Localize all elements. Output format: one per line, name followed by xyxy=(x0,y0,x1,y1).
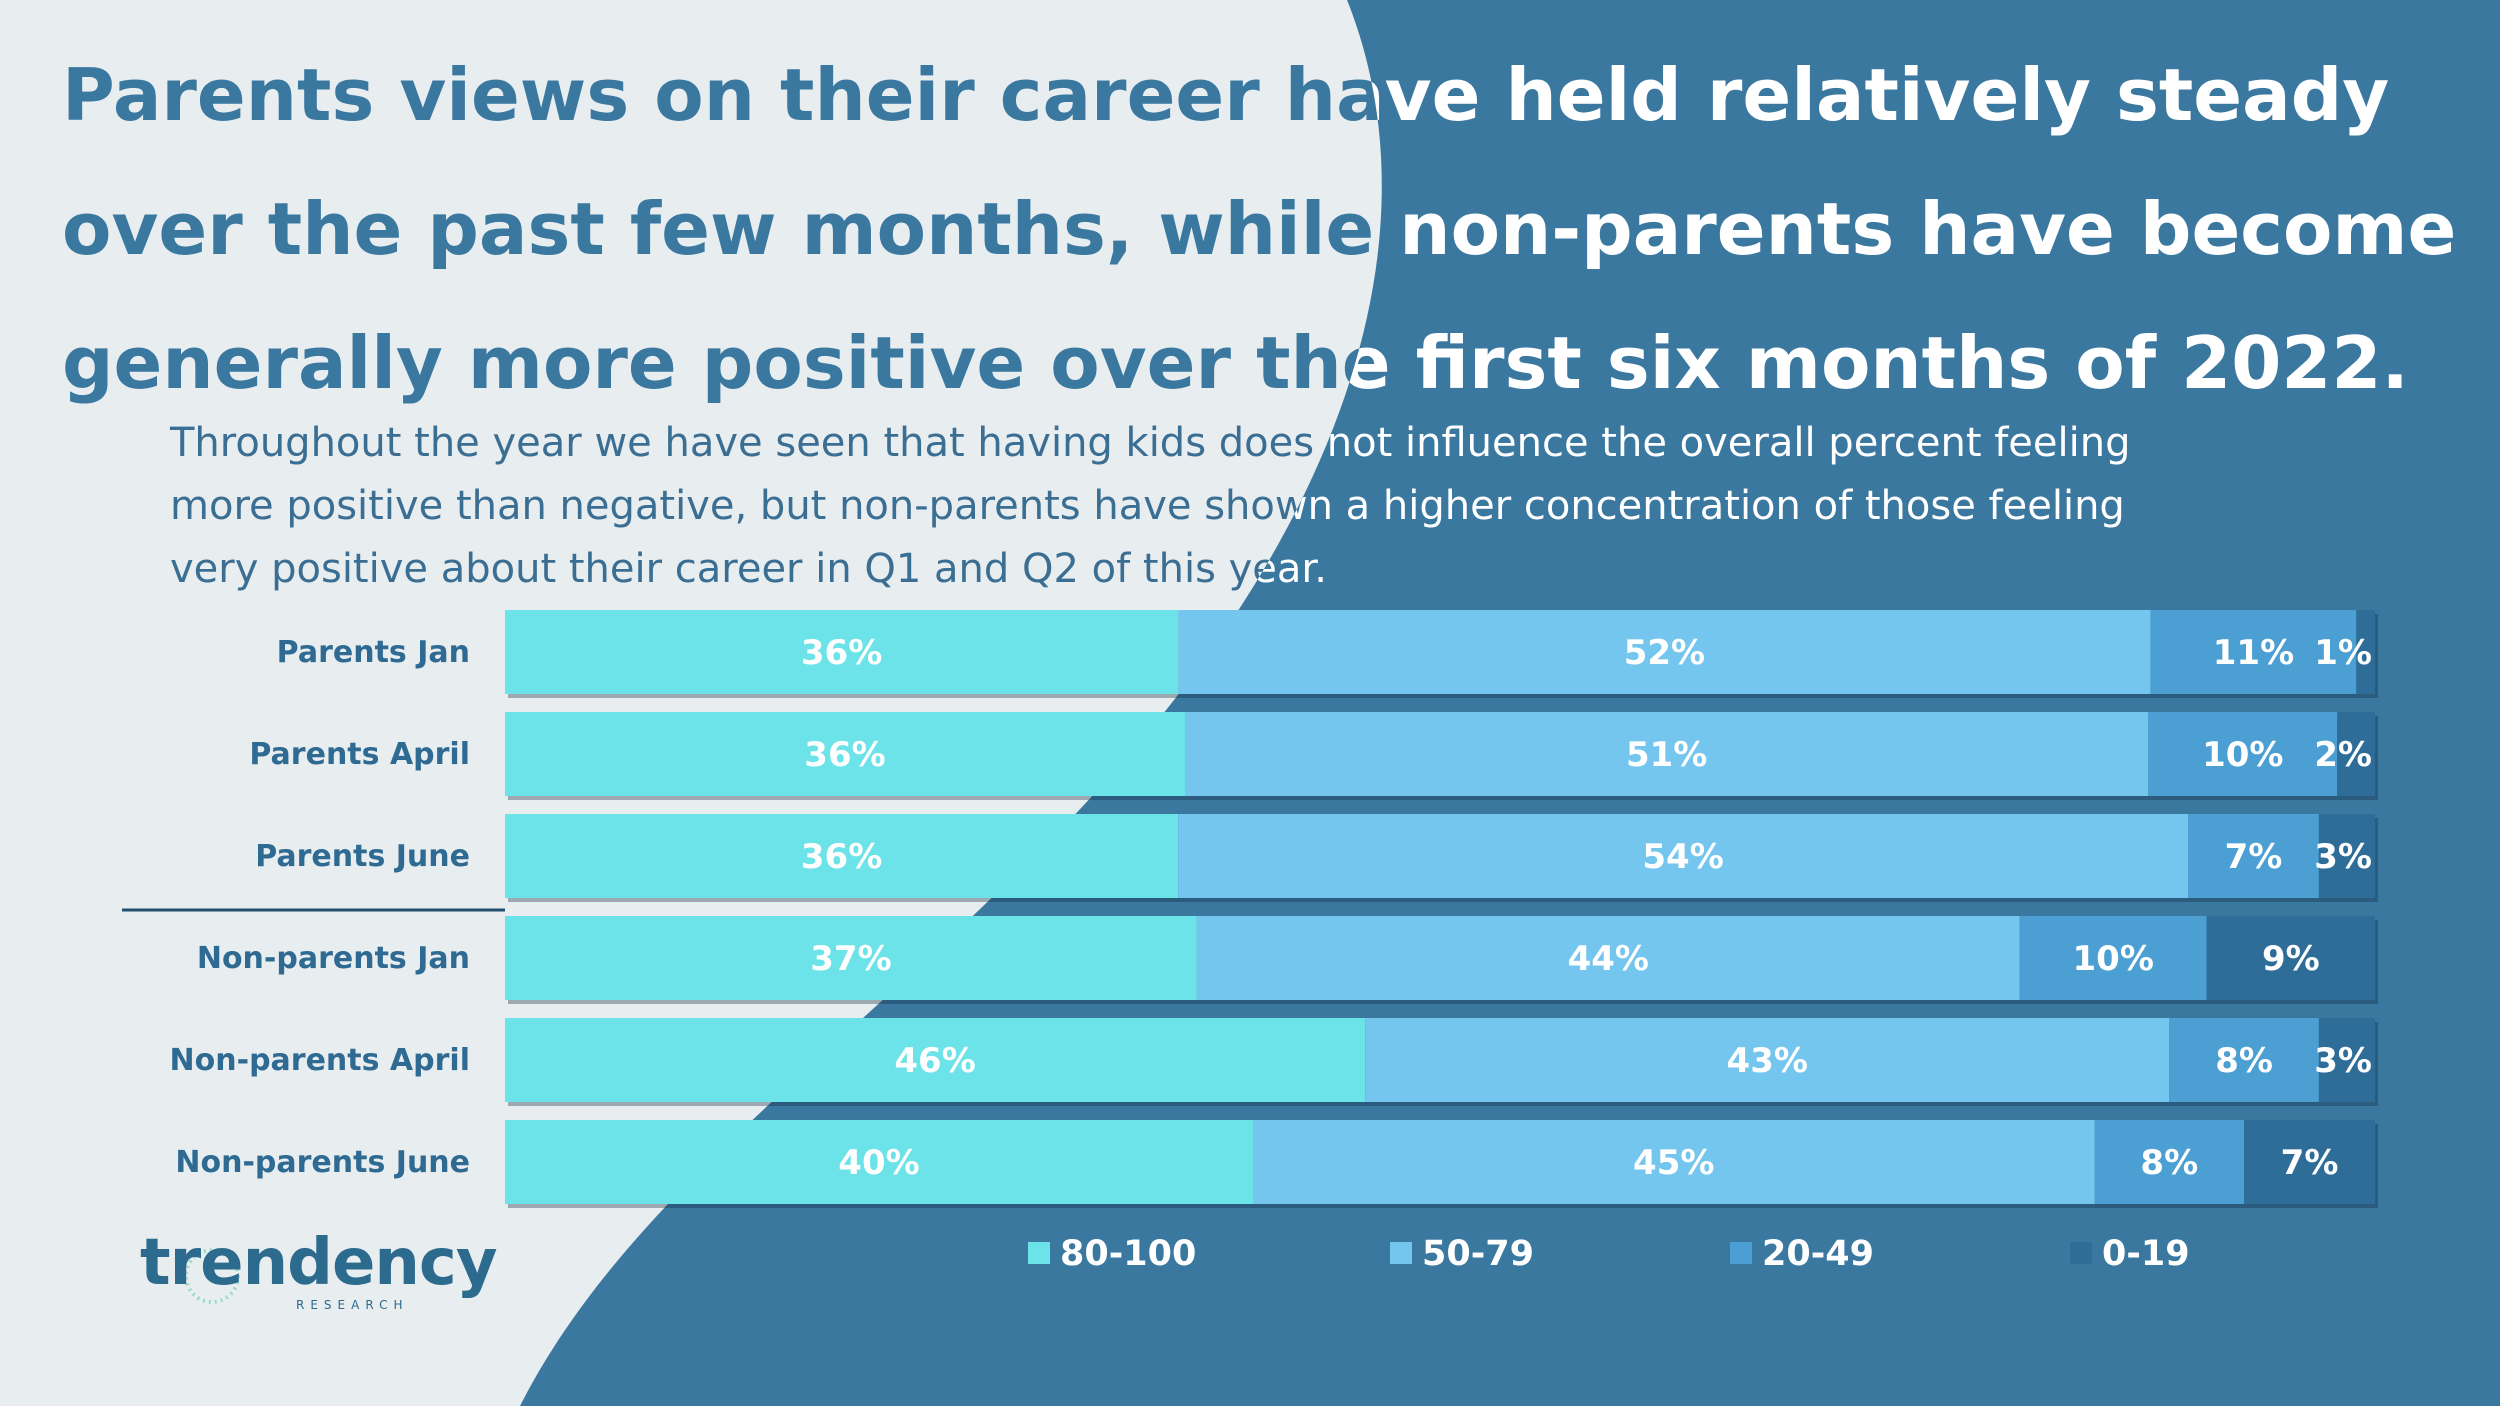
bar-50-79-4 xyxy=(1365,1018,2170,1102)
data-label: 51% xyxy=(1626,735,1707,775)
data-label: 36% xyxy=(801,633,882,673)
page-subtitle: Throughout the year we have seen that ha… xyxy=(170,420,2131,592)
bar-80-100-4 xyxy=(505,1018,1366,1102)
logo-dots-icon xyxy=(184,1248,240,1304)
bar-50-79-0 xyxy=(1178,610,2151,694)
title-dark-layer: Parents views on their career have held … xyxy=(0,0,2500,600)
bar-80-100-3 xyxy=(505,916,1197,1000)
data-label: 36% xyxy=(801,837,882,877)
bar-80-100-2 xyxy=(505,814,1179,898)
page-title: Parents views on their career have held … xyxy=(62,53,2457,405)
bar-20-49-3 xyxy=(2019,916,2207,1000)
data-label: 1% xyxy=(2314,633,2372,673)
bar-20-49-1 xyxy=(2148,712,2338,796)
legend-swatch xyxy=(1028,1242,1050,1264)
data-label: 44% xyxy=(1568,939,1649,979)
bar-20-49-2 xyxy=(2188,814,2319,898)
legend-swatch xyxy=(1390,1242,1412,1264)
data-label: 10% xyxy=(2073,939,2154,979)
data-label: 46% xyxy=(894,1041,975,1081)
bar-20-49-0 xyxy=(2150,610,2357,694)
category-label: Parents Jan xyxy=(277,635,470,670)
logo-wordmark: trendency xyxy=(140,1226,498,1300)
data-label: 9% xyxy=(2262,939,2320,979)
category-label: Non-parents April xyxy=(170,1043,470,1078)
bar-0-19-4 xyxy=(2318,1018,2375,1102)
bar-50-79-2 xyxy=(1178,814,2188,898)
legend-swatch xyxy=(1730,1242,1752,1264)
category-label: Non-parents Jan xyxy=(197,941,470,976)
bar-0-19-1 xyxy=(2337,712,2375,796)
legend-swatch xyxy=(2070,1242,2092,1264)
data-label: 40% xyxy=(838,1143,919,1183)
bar-0-19-2 xyxy=(2318,814,2375,898)
trendency-logo: trendency RESEARCH xyxy=(140,1226,498,1312)
bar-0-19-3 xyxy=(2206,916,2375,1000)
bar-0-19-5 xyxy=(2244,1120,2375,1204)
data-label: 2% xyxy=(2314,735,2372,775)
data-label: 54% xyxy=(1642,837,1723,877)
bar-20-49-5 xyxy=(2094,1120,2245,1204)
bar-80-100-1 xyxy=(505,712,1185,796)
data-label: 3% xyxy=(2314,837,2372,877)
legend-label: 80-100 xyxy=(1060,1234,1196,1274)
bar-50-79-1 xyxy=(1185,712,2149,796)
data-label: 45% xyxy=(1633,1143,1714,1183)
data-label: 7% xyxy=(2225,837,2283,877)
data-label: 52% xyxy=(1624,633,1705,673)
bar-50-79-5 xyxy=(1253,1120,2095,1204)
data-label: 8% xyxy=(2140,1143,2198,1183)
data-label: 8% xyxy=(2215,1041,2273,1081)
legend-label: 0-19 xyxy=(2102,1234,2190,1274)
data-label: 43% xyxy=(1727,1041,1808,1081)
data-label: 37% xyxy=(810,939,891,979)
data-label: 11% xyxy=(2213,633,2294,673)
category-label: Parents April xyxy=(249,737,470,772)
data-label: 10% xyxy=(2202,735,2283,775)
category-label: Non-parents June xyxy=(175,1145,470,1180)
bar-80-100-5 xyxy=(505,1120,1253,1204)
legend-label: 50-79 xyxy=(1422,1234,1534,1274)
category-label: Parents June xyxy=(255,839,470,874)
data-label: 3% xyxy=(2314,1041,2372,1081)
legend-label: 20-49 xyxy=(1762,1234,1874,1274)
data-label: 36% xyxy=(804,735,885,775)
bar-80-100-0 xyxy=(505,610,1179,694)
data-label: 7% xyxy=(2281,1143,2339,1183)
bar-50-79-3 xyxy=(1196,916,2020,1000)
logo-subtitle: RESEARCH xyxy=(296,1298,409,1312)
bar-0-19-0 xyxy=(2356,610,2375,694)
bar-20-49-4 xyxy=(2169,1018,2319,1102)
